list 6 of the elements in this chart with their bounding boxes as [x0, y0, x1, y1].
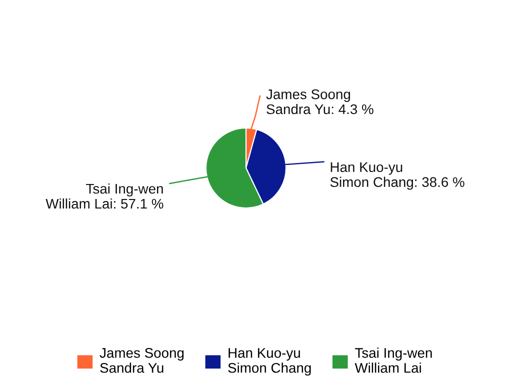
legend-label: Han Kuo-yu Simon Chang: [228, 348, 311, 376]
legend-label: James Soong Sandra Yu: [100, 348, 184, 373]
category-label: Han Kuo-yu Simon Chang: 38.6 %: [330, 162, 464, 190]
category-label: Tsai Ing-wen William Lai: 57.1 %: [46, 183, 164, 209]
legend-label: Tsai Ing-wen William Lai: [354, 348, 432, 373]
category-label: James Soong Sandra Yu: 4.3 %: [266, 89, 374, 114]
